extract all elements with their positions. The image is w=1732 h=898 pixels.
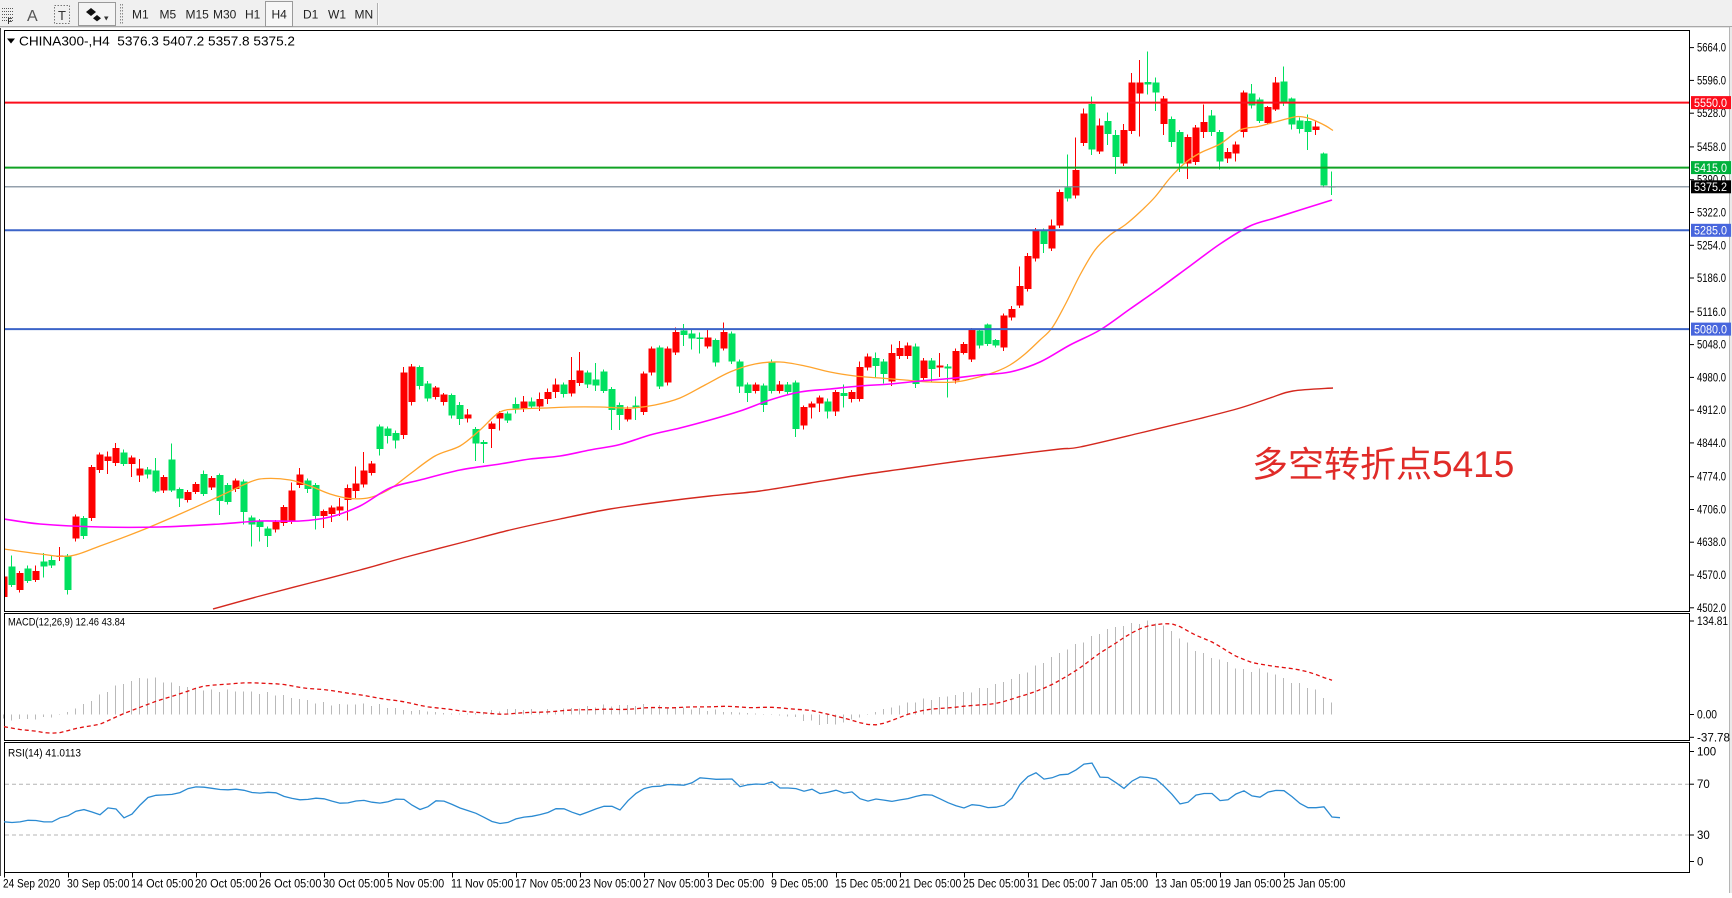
svg-text:9 Dec 05:00: 9 Dec 05:00	[771, 879, 828, 891]
svg-text:5664.0: 5664.0	[1697, 43, 1726, 55]
svg-text:M1: M1	[132, 8, 149, 22]
svg-text:5528.0: 5528.0	[1697, 108, 1726, 120]
svg-text:30 Sep 05:00: 30 Sep 05:00	[67, 879, 129, 891]
svg-text:4980.0: 4980.0	[1697, 372, 1726, 384]
svg-text:RSI(14) 41.0113: RSI(14) 41.0113	[8, 748, 81, 760]
svg-text:D1: D1	[303, 8, 319, 22]
svg-text:7 Jan 05:00: 7 Jan 05:00	[1091, 879, 1148, 891]
svg-text:24 Sep 2020: 24 Sep 2020	[3, 879, 60, 891]
svg-text:100: 100	[1697, 747, 1716, 759]
svg-text:5 Nov 05:00: 5 Nov 05:00	[387, 879, 444, 891]
svg-text:19 Jan 05:00: 19 Jan 05:00	[1219, 879, 1281, 891]
svg-text:13 Jan 05:00: 13 Jan 05:00	[1155, 879, 1217, 891]
svg-text:M5: M5	[160, 8, 177, 22]
svg-text:5285.0: 5285.0	[1694, 226, 1727, 238]
svg-text:4774.0: 4774.0	[1697, 472, 1726, 484]
svg-text:4912.0: 4912.0	[1697, 405, 1726, 417]
svg-text:4638.0: 4638.0	[1697, 537, 1726, 549]
svg-text:4570.0: 4570.0	[1697, 570, 1726, 582]
svg-text:5254.0: 5254.0	[1697, 240, 1726, 252]
svg-text:5596.0: 5596.0	[1697, 75, 1726, 87]
svg-text:3 Dec 05:00: 3 Dec 05:00	[707, 879, 764, 891]
svg-text:5415: 5415	[1432, 444, 1514, 485]
svg-text:5116.0: 5116.0	[1697, 307, 1726, 319]
svg-text:5048.0: 5048.0	[1697, 340, 1726, 352]
svg-text:17 Nov 05:00: 17 Nov 05:00	[515, 879, 577, 891]
svg-text:CHINA300-,H4 5376.3 5407.2 53: CHINA300-,H4 5376.3 5407.2 5357.8 5375.2	[19, 35, 295, 49]
svg-text:15 Dec 05:00: 15 Dec 05:00	[835, 879, 897, 891]
svg-text:MN: MN	[355, 8, 374, 22]
svg-text:20 Oct 05:00: 20 Oct 05:00	[195, 879, 257, 891]
svg-text:T: T	[58, 8, 66, 23]
svg-text:14 Oct 05:00: 14 Oct 05:00	[131, 879, 193, 891]
svg-text:A: A	[27, 8, 38, 25]
svg-text:F: F	[8, 17, 13, 26]
svg-text:25 Jan 05:00: 25 Jan 05:00	[1283, 879, 1345, 891]
svg-text:M15: M15	[186, 8, 210, 22]
svg-text:5415.0: 5415.0	[1694, 163, 1727, 175]
svg-text:4844.0: 4844.0	[1697, 438, 1726, 450]
svg-text:-37.78: -37.78	[1697, 732, 1730, 744]
svg-text:70: 70	[1697, 779, 1710, 791]
svg-text:27 Nov 05:00: 27 Nov 05:00	[643, 879, 705, 891]
svg-text:4502.0: 4502.0	[1697, 603, 1726, 615]
svg-text:5458.0: 5458.0	[1697, 142, 1726, 154]
svg-text:21 Dec 05:00: 21 Dec 05:00	[899, 879, 961, 891]
svg-text:5550.0: 5550.0	[1694, 98, 1727, 110]
svg-text:5186.0: 5186.0	[1697, 273, 1726, 285]
svg-text:MACD(12,26,9) 12.46 43.84: MACD(12,26,9) 12.46 43.84	[8, 617, 125, 629]
svg-text:5322.0: 5322.0	[1697, 208, 1726, 220]
svg-text:30: 30	[1697, 830, 1710, 842]
svg-text:H1: H1	[245, 8, 261, 22]
svg-text:H4: H4	[272, 8, 288, 22]
svg-text:M30: M30	[213, 8, 237, 22]
svg-text:5375.2: 5375.2	[1694, 182, 1727, 194]
svg-text:0.00: 0.00	[1697, 710, 1717, 722]
svg-text:11 Nov 05:00: 11 Nov 05:00	[451, 879, 513, 891]
svg-text:30 Oct 05:00: 30 Oct 05:00	[323, 879, 385, 891]
svg-text:4706.0: 4706.0	[1697, 505, 1726, 517]
svg-text:31 Dec 05:00: 31 Dec 05:00	[1027, 879, 1089, 891]
svg-text:26 Oct 05:00: 26 Oct 05:00	[259, 879, 321, 891]
svg-text:W1: W1	[328, 8, 346, 22]
svg-text:23 Nov 05:00: 23 Nov 05:00	[579, 879, 641, 891]
svg-text:25 Dec 05:00: 25 Dec 05:00	[963, 879, 1025, 891]
svg-text:134.81: 134.81	[1697, 616, 1728, 628]
svg-text:5080.0: 5080.0	[1694, 324, 1727, 336]
svg-text:0: 0	[1697, 857, 1703, 869]
